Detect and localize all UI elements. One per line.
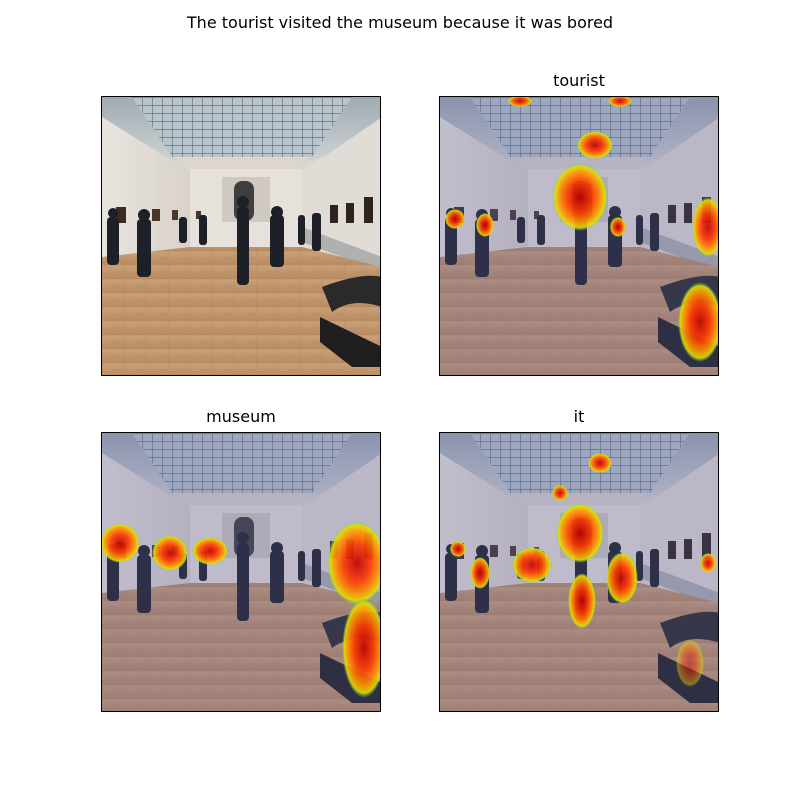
figure-title: The tourist visited the museum because i… (186, 13, 614, 32)
image-frame (439, 432, 719, 712)
image-frame (439, 96, 719, 376)
panel-title: tourist (553, 71, 605, 90)
heat-blob (606, 552, 638, 604)
museum-photo (102, 97, 380, 375)
heat-blob (327, 521, 380, 605)
attention-heatmap (440, 433, 718, 711)
heat-blob (678, 282, 718, 362)
heat-blob (470, 557, 490, 589)
panel-original (101, 96, 381, 376)
attention-heatmap (102, 433, 380, 711)
heat-blob (577, 131, 613, 159)
heat-blob (608, 97, 632, 107)
heat-blob (568, 573, 596, 629)
heat-blob (556, 503, 604, 563)
attention-heatmap (440, 97, 718, 375)
heat-blob (610, 217, 626, 237)
heat-blob (692, 197, 718, 257)
heat-blob (676, 639, 704, 687)
heat-blob (588, 453, 612, 473)
heat-blob (512, 547, 552, 583)
heat-blob (552, 485, 568, 501)
heat-blob (342, 598, 380, 698)
heat-blob (552, 163, 608, 231)
heat-blob (152, 535, 188, 571)
heat-blob (102, 523, 140, 563)
heat-blob (508, 97, 532, 107)
panel-tourist: tourist (439, 71, 719, 376)
panel-title: it (573, 407, 585, 426)
heat-blob (476, 213, 494, 237)
panel-it: it (439, 407, 719, 712)
image-frame (101, 96, 381, 376)
heat-blob (700, 553, 716, 573)
panel-museum: museum (101, 407, 381, 712)
heat-blob (192, 537, 228, 565)
heat-blob (445, 209, 465, 229)
heat-blob (450, 541, 466, 557)
panel-title: museum (206, 407, 276, 426)
image-frame (101, 432, 381, 712)
